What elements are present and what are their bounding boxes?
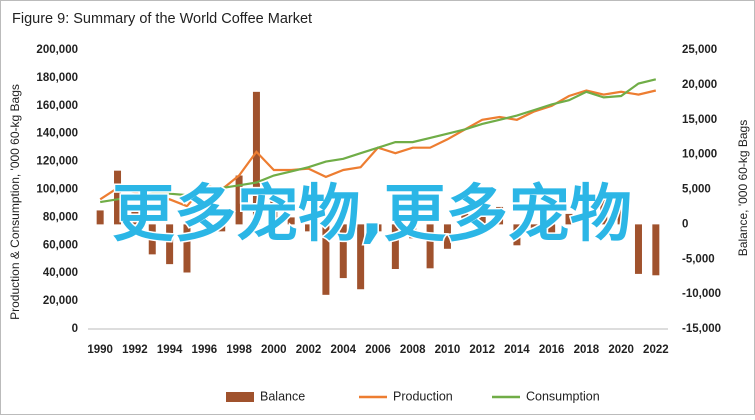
x-tick-label: 2012 [469,344,495,356]
legend-label: Production [393,389,453,403]
y-tick-label: 140,000 [36,128,78,140]
bar [148,224,156,255]
legend-swatch [226,392,254,402]
bar [478,203,486,225]
line [100,78,657,204]
bar [270,199,278,225]
x-tick-label: 1994 [157,344,183,356]
x-tick-label: 2006 [365,344,391,356]
x-tick-label: 2000 [261,344,287,356]
bar [114,170,122,225]
y2-tick-label: -10,000 [682,288,721,300]
y-tick-label: 60,000 [43,239,78,251]
y2-axis-title: Balance, '000 60-kg Bags [736,120,750,256]
legend-label: Consumption [526,389,600,403]
bar [652,224,660,276]
bar [426,224,434,269]
bar [530,224,538,232]
bar [409,224,417,239]
bar [443,224,451,249]
bar [96,210,104,225]
bar [461,213,469,225]
x-tick-label: 2002 [296,344,322,356]
bar [200,213,208,225]
x-tick-label: 2004 [330,344,356,356]
bar [634,224,642,274]
bar [218,224,226,232]
bar [374,224,382,232]
y-tick-label: 100,000 [36,184,78,196]
bar [339,224,347,279]
x-tick-label: 2020 [608,344,634,356]
x-tick-label: 2008 [400,344,426,356]
bar [617,206,625,225]
y-tick-label: 0 [72,323,78,335]
bar [131,206,139,225]
x-tick-label: 2010 [435,344,461,356]
legend-label: Balance [260,389,305,403]
x-tick-label: 2018 [574,344,600,356]
x-tick-label: 2022 [643,344,669,356]
y-tick-label: 160,000 [36,100,78,112]
bar [252,91,260,225]
bar [357,224,365,290]
y2-tick-label: 25,000 [682,44,717,56]
y-tick-label: 20,000 [43,295,78,307]
bar [166,224,174,265]
bar [287,217,295,225]
y-tick-label: 200,000 [36,44,78,56]
x-tick-label: 2016 [539,344,565,356]
y-axis-title: Production & Consumption, '000 60-kg Bag… [8,84,22,320]
y-tick-label: 180,000 [36,72,78,84]
y2-tick-label: 20,000 [682,79,717,91]
bar [322,224,330,295]
bar [496,206,504,225]
bar [565,213,573,225]
y2-tick-label: -15,000 [682,323,721,335]
bar [513,224,521,246]
bar [235,175,243,225]
bar [391,224,399,270]
bar [305,224,313,232]
y-tick-label: 120,000 [36,156,78,168]
watermark: 更多宠物,更多宠物 [112,177,632,250]
x-tick-label: 1992 [122,344,148,356]
x-tick-label: 1996 [192,344,218,356]
bar [548,224,556,235]
x-tick-label: 2014 [504,344,530,356]
bar [582,210,590,225]
x-tick-label: 1990 [87,344,113,356]
y2-tick-label: 10,000 [682,149,717,161]
y2-tick-label: -5,000 [682,253,715,265]
chart-title: Figure 9: Summary of the World Coffee Ma… [12,11,312,27]
bar [600,199,608,225]
y2-tick-label: 15,000 [682,114,717,126]
bar [183,224,191,273]
x-tick-label: 1998 [226,344,252,356]
y2-tick-label: 5,000 [682,184,711,196]
y-tick-label: 80,000 [43,211,78,223]
y2-tick-label: 0 [682,218,688,230]
y-tick-label: 40,000 [43,267,78,279]
